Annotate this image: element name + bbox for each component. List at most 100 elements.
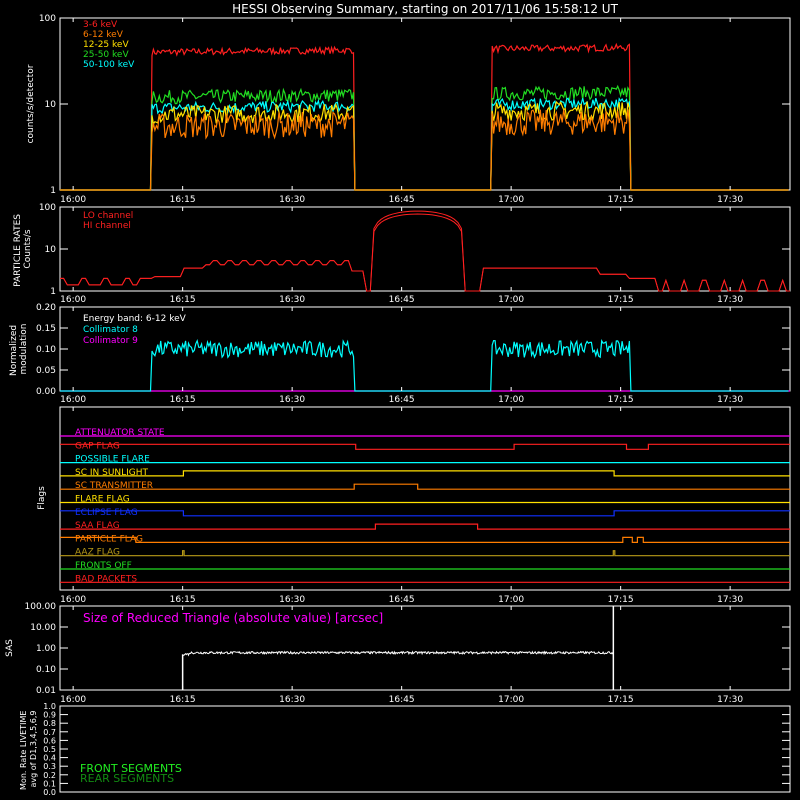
count-rates-legend: 3-6 keV 6-12 keV 12-25 keV 25-50 keV 50-… (83, 20, 135, 70)
x-tick-label: 17:00 (498, 395, 524, 405)
x-tick-label: 16:15 (170, 295, 196, 305)
x-tick-label: 17:00 (498, 695, 524, 705)
x-tick-label: 16:30 (279, 695, 305, 705)
particle-rates-series (60, 210, 790, 292)
x-tick-label: 16:00 (60, 595, 86, 605)
x-tick-label: 17:30 (717, 695, 743, 705)
livetime-ylabel-line1: Mon. Rate LIVETIME (19, 711, 28, 790)
x-tick-label: 16:45 (389, 595, 415, 605)
y-tick-label: 0.5 (43, 745, 56, 754)
legend-12-25-kev: 12-25 keV (83, 40, 129, 50)
y-tick-label: 0.3 (43, 762, 56, 771)
flag-line-sc-transmitter (60, 483, 790, 490)
x-tick-label: 16:15 (170, 195, 196, 205)
y-tick-label: 0.8 (43, 719, 56, 728)
flag-label: FLARE FLAG (75, 495, 130, 505)
modulation-ylabel-line1: Normalized (9, 325, 19, 376)
count-rates-xticks: 16:00 16:15 16:30 16:45 17:00 17:15 17:30 (60, 18, 743, 205)
legend-3-6-kev: 3-6 keV (83, 20, 118, 30)
flag-label: POSSIBLE FLARE (75, 455, 150, 465)
flags-xticks: 16:00 16:15 16:30 16:45 17:00 17:15 17:30 (60, 407, 743, 605)
flag-line-sc-in-sunlight (60, 470, 790, 477)
y-tick-label: 1 (50, 287, 56, 297)
chart-title: HESSI Observing Summary, starting on 201… (232, 2, 618, 16)
modulation-ylabel-line2: modulation (19, 324, 29, 375)
flag-label: SC IN SUNLIGHT (75, 468, 149, 478)
series-particle-1 (60, 213, 790, 292)
modulation-series (60, 338, 790, 392)
series-6-12-kev (60, 109, 789, 191)
y-tick-label: 0.4 (43, 754, 56, 763)
modulation-xticks: 16:00 16:15 16:30 16:45 17:00 17:15 17:30 (60, 307, 743, 405)
x-tick-label: 17:15 (608, 595, 634, 605)
flag-label: ECLIPSE FLAG (75, 508, 138, 518)
x-tick-label: 16:15 (170, 695, 196, 705)
livetime-ylabel-line2: avg of D1,3,4,5,6,9 (29, 711, 38, 788)
legend-collimator-8: Collimator 8 (83, 325, 138, 335)
count-rates-series (60, 42, 789, 191)
x-tick-label: 16:00 (60, 695, 86, 705)
x-tick-label: 17:30 (717, 295, 743, 305)
y-tick-label: 0.7 (43, 728, 56, 737)
x-tick-label: 16:45 (389, 295, 415, 305)
x-tick-label: 17:15 (608, 695, 634, 705)
x-tick-label: 16:15 (170, 595, 196, 605)
legend-25-50-kev: 25-50 keV (83, 50, 129, 60)
y-tick-label: 100.00 (25, 602, 57, 612)
y-tick-label: 0.6 (43, 736, 56, 745)
panel-count-rates: counts/s/detector 1 10 100 3-6 keV 6-12 ke… (26, 14, 791, 205)
x-tick-label: 17:30 (717, 595, 743, 605)
flag-label: ATTENUATOR STATE (75, 428, 165, 438)
modulation-annotation: Energy band: 6-12 keV (83, 314, 187, 324)
modulation-ylabel: Normalized modulation (9, 322, 29, 376)
flag-label: SC TRANSMITTER (75, 481, 153, 491)
sas-yticks: 0.01 0.10 1.00 10.00 100.00 (25, 602, 790, 696)
flags-ylabel: Flags (37, 486, 47, 510)
flag-line-saa-flag (60, 523, 790, 530)
flag-line-aaz-flag (60, 550, 790, 557)
panel-livetime: Mon. Rate LIVETIME avg of D1,3,4,5,6,9 0… (19, 702, 791, 797)
y-tick-label: 100 (39, 203, 56, 213)
flag-label: FRONTS OFF (75, 561, 132, 571)
panel-flags: Flags ATTENUATOR STATE GAP FLAG POSSIBLE F… (37, 406, 791, 605)
legend-hi-channel: HI channel (83, 221, 131, 231)
y-tick-label: 0.10 (36, 345, 56, 355)
legend-collimator-9: Collimator 9 (83, 336, 138, 346)
x-tick-label: 17:30 (717, 395, 743, 405)
y-tick-label: 0.05 (36, 366, 56, 376)
y-tick-label: 0.20 (36, 303, 56, 313)
legend-rear-segments: REAR SEGMENTS (80, 772, 174, 785)
flag-line-eclipse-flag (60, 510, 790, 517)
panel-flags-frame (59, 406, 791, 591)
x-tick-label: 17:30 (717, 195, 743, 205)
series-3-6-kev (60, 42, 789, 191)
x-tick-label: 17:00 (498, 295, 524, 305)
series-12-25-kev (60, 100, 789, 191)
y-tick-label: 100 (39, 14, 56, 24)
x-tick-label: 17:00 (498, 195, 524, 205)
y-tick-label: 1.00 (36, 644, 56, 654)
x-tick-label: 17:15 (608, 295, 634, 305)
y-tick-label: 0.01 (36, 686, 56, 696)
panel-modulation: Normalized modulation 0.00 0.05 0.10 0.15 0.… (9, 303, 791, 405)
sas-series (181, 606, 615, 690)
x-tick-label: 17:15 (608, 395, 634, 405)
flag-label: SAA FLAG (75, 521, 120, 531)
particle-rates-xticks: 16:00 16:15 16:30 16:45 17:00 17:15 17:30 (60, 207, 743, 305)
y-tick-label: 0.00 (36, 387, 56, 397)
flag-label: BAD PACKETS (75, 574, 137, 584)
x-tick-label: 16:00 (60, 295, 86, 305)
legend-front-segments: FRONT SEGMENTS (80, 762, 182, 775)
legend-50-100-kev: 50-100 keV (83, 60, 135, 70)
y-tick-label: 10 (45, 100, 57, 110)
flag-line-particle-flag (60, 536, 790, 544)
flags-series: ATTENUATOR STATE GAP FLAG POSSIBLE FLARE SC… (60, 428, 790, 584)
y-tick-label: 0.0 (43, 788, 56, 797)
sas-ylabel: SAS (5, 639, 15, 657)
y-tick-label: 1.0 (43, 702, 56, 711)
x-tick-label: 16:30 (279, 195, 305, 205)
x-tick-label: 16:00 (60, 395, 86, 405)
x-tick-label: 16:30 (279, 395, 305, 405)
flag-label: PARTICLE FLAG (75, 534, 143, 544)
